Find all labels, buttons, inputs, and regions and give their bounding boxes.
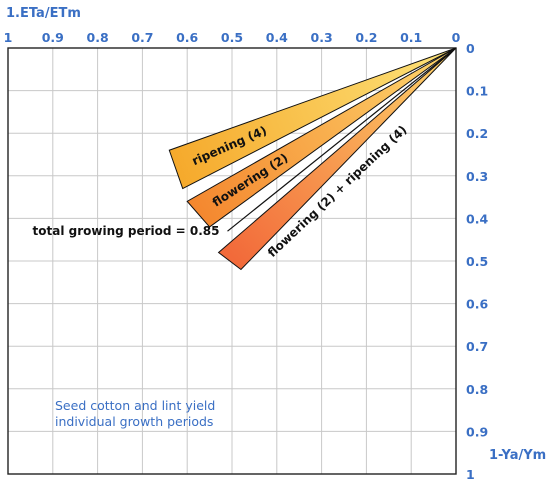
- annotation-line-1: Seed cotton and lint yield: [55, 398, 215, 413]
- x-axis-title: 1.ETa/ETm: [6, 6, 81, 21]
- y-tick-labels: 0 0.1 0.2 0.3 0.4 0.5 0.6 0.7 0.8 0.9 1: [466, 41, 488, 482]
- x-tick-label: 0.6: [176, 30, 198, 45]
- total-period-label: total growing period = 0.85: [33, 224, 220, 238]
- x-tick-label: 0.8: [87, 30, 109, 45]
- band-3: [217, 47, 457, 271]
- band-1: [168, 47, 457, 190]
- plot-frame: [7, 47, 457, 475]
- x-tick-label: 0.2: [355, 30, 377, 45]
- y-tick-label: 0: [466, 41, 475, 56]
- bands: [168, 47, 457, 271]
- y-tick-label: 0.1: [466, 84, 488, 99]
- y-tick-label: 0.5: [466, 254, 488, 269]
- y-tick-label: 0.7: [466, 339, 488, 354]
- band-2: [186, 47, 457, 228]
- y-tick-label: 0.2: [466, 126, 488, 141]
- annotation-line-2: individual growth periods: [55, 414, 213, 429]
- y-tick-label: 0.6: [466, 297, 488, 312]
- y-tick-label: 1: [466, 467, 475, 482]
- y-tick-label: 0.3: [466, 169, 488, 184]
- x-tick-labels: 1 0.9 0.8 0.7 0.6 0.5 0.4 0.3 0.2 0.1 0: [4, 30, 461, 45]
- total-period-line: [227, 47, 457, 232]
- grid: [8, 48, 456, 474]
- annotation: Seed cotton and lint yield individual gr…: [55, 398, 215, 429]
- x-tick-label: 0.3: [311, 30, 333, 45]
- y-tick-label: 0.8: [466, 382, 488, 397]
- x-tick-label: 0.5: [221, 30, 243, 45]
- y-tick-label: 0.4: [466, 211, 488, 226]
- x-tick-label: 0: [452, 30, 461, 45]
- x-tick-label: 0.4: [266, 30, 288, 45]
- y-axis-title: 1-Ya/Ym: [489, 448, 546, 463]
- y-tick-label: 0.9: [466, 424, 488, 439]
- x-tick-label: 0.7: [131, 30, 153, 45]
- x-tick-label: 1: [4, 30, 13, 45]
- x-tick-label: 0.9: [42, 30, 64, 45]
- x-tick-label: 0.1: [400, 30, 422, 45]
